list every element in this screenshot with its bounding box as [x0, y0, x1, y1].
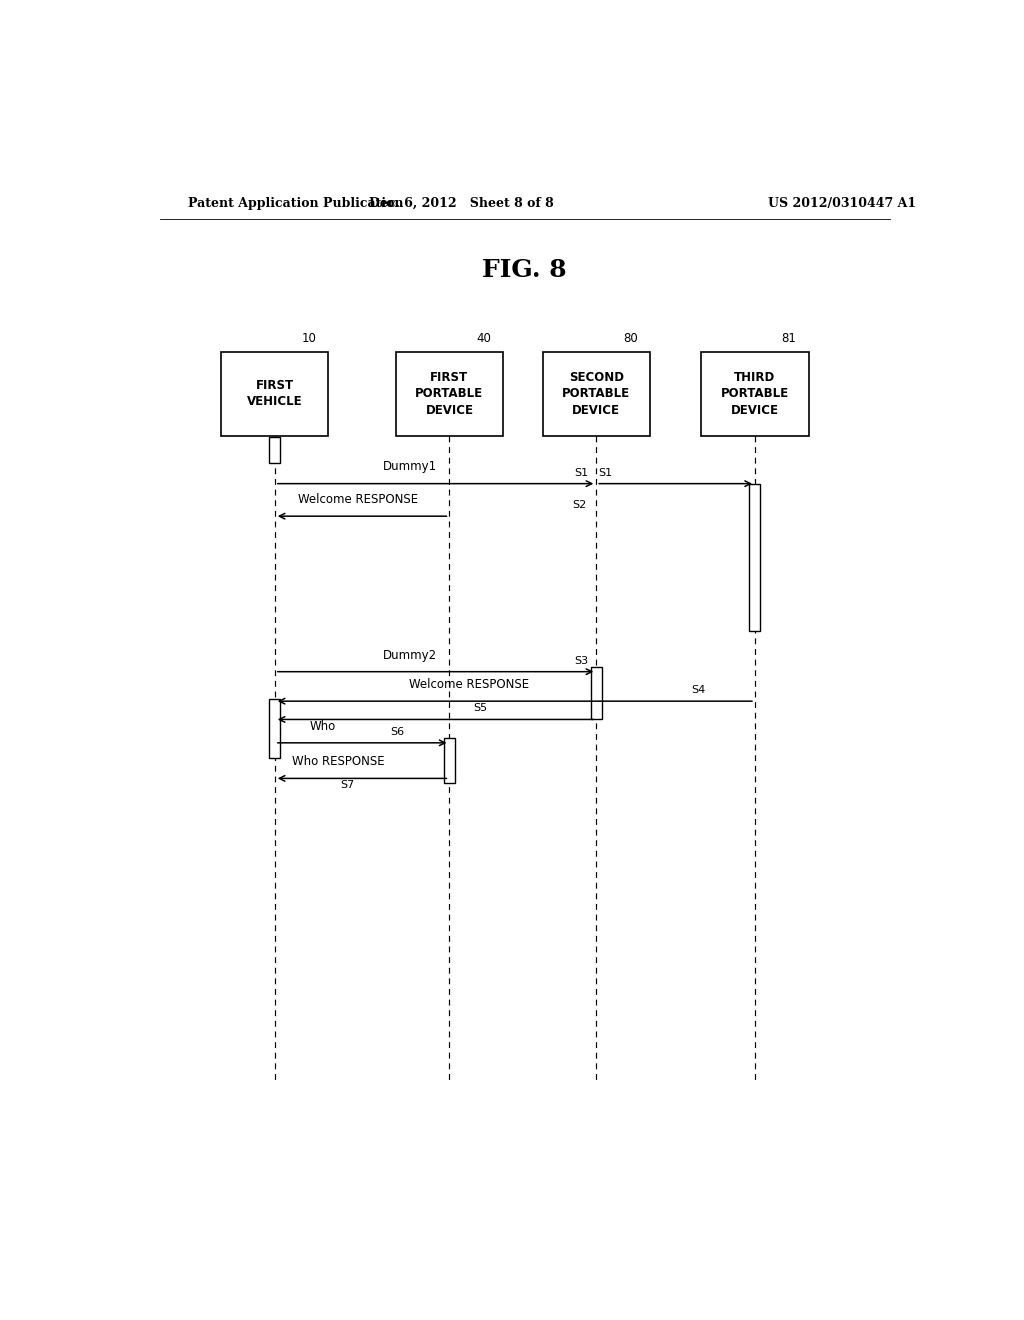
Text: Welcome RESPONSE: Welcome RESPONSE [410, 678, 529, 690]
Bar [443, 738, 455, 784]
Bar [591, 667, 602, 719]
Text: 40: 40 [476, 333, 492, 346]
Bar [269, 437, 281, 463]
Text: Dummy1: Dummy1 [383, 461, 437, 474]
Text: US 2012/0310447 A1: US 2012/0310447 A1 [768, 197, 916, 210]
Text: S2: S2 [572, 500, 587, 510]
Bar [269, 700, 281, 758]
Text: Patent Application Publication: Patent Application Publication [187, 197, 403, 210]
Text: SECOND
PORTABLE
DEVICE: SECOND PORTABLE DEVICE [562, 371, 631, 417]
Bar [396, 351, 503, 436]
Text: FIRST
VEHICLE: FIRST VEHICLE [247, 379, 303, 408]
Text: FIG. 8: FIG. 8 [482, 259, 567, 282]
Text: FIRST
PORTABLE
DEVICE: FIRST PORTABLE DEVICE [416, 371, 483, 417]
Bar [750, 483, 761, 631]
Text: S5: S5 [473, 704, 487, 713]
Text: 81: 81 [781, 333, 797, 346]
Text: S3: S3 [574, 656, 588, 665]
Bar [221, 351, 329, 436]
Text: Who RESPONSE: Who RESPONSE [292, 755, 385, 768]
Bar [701, 351, 809, 436]
Text: 10: 10 [302, 333, 316, 346]
Text: Dummy2: Dummy2 [383, 648, 437, 661]
Text: THIRD
PORTABLE
DEVICE: THIRD PORTABLE DEVICE [721, 371, 790, 417]
Text: S6: S6 [390, 727, 404, 737]
Text: 80: 80 [623, 333, 638, 346]
Text: S1: S1 [598, 467, 612, 478]
Text: S4: S4 [691, 685, 706, 696]
Text: Who: Who [309, 719, 336, 733]
Text: Dec. 6, 2012   Sheet 8 of 8: Dec. 6, 2012 Sheet 8 of 8 [369, 197, 554, 210]
Text: S1: S1 [574, 467, 588, 478]
Text: S7: S7 [341, 780, 355, 789]
Bar [543, 351, 650, 436]
Text: Welcome RESPONSE: Welcome RESPONSE [298, 492, 418, 506]
